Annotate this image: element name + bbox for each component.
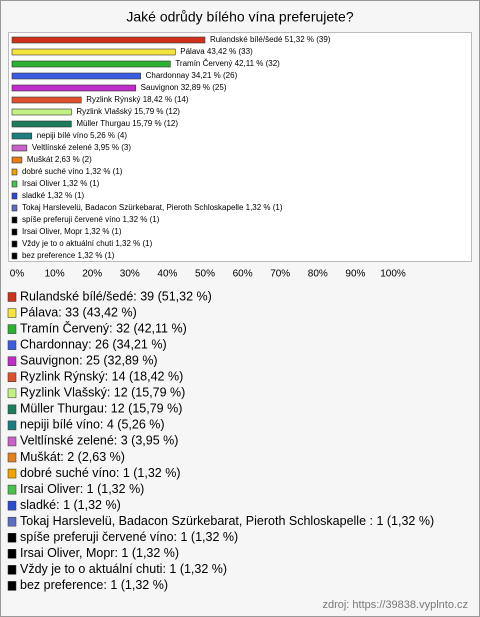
- legend-swatch: [7, 292, 17, 302]
- legend-swatch: [7, 324, 17, 334]
- x-tick-label: 0%: [10, 269, 25, 280]
- x-tick-label: 60%: [233, 269, 253, 280]
- legend-label: Tokaj Harslevelü, Badacon Szürkebarat, P…: [20, 514, 434, 528]
- legend-label: Tramín Červený: 32 (42,11 %): [20, 320, 187, 335]
- bar-label: Vždy je to o aktuální chuti 1,32 % (1): [22, 239, 153, 248]
- bar: [11, 156, 23, 164]
- legend-swatch: [7, 581, 17, 591]
- legend-label: Vždy je to o aktuální chuti: 1 (1,32 %): [20, 562, 227, 576]
- legend-label: Irsai Oliver, Mopr: 1 (1,32 %): [20, 546, 179, 560]
- legend-swatch: [7, 388, 17, 399]
- bar-label: Sauvignon 32,89 % (25): [141, 83, 227, 92]
- legend-swatch: [7, 372, 17, 382]
- bar: [11, 60, 171, 68]
- legend-label: Rulandské bílé/šedé: 39 (51,32 %): [20, 289, 212, 303]
- legend-swatch: [7, 484, 17, 495]
- legend-label: bez preference: 1 (1,32 %): [20, 578, 168, 592]
- bar: [11, 168, 18, 176]
- bar: [11, 108, 72, 116]
- legend-label: sladké: 1 (1,32 %): [20, 498, 121, 512]
- bar-label: Chardonnay 34,21 % (26): [146, 71, 238, 80]
- bar: [11, 240, 18, 248]
- bar: [11, 36, 206, 44]
- legend-swatch: [7, 340, 17, 350]
- legend-label: Ryzlink Rýnský: 14 (18,42 %): [20, 370, 183, 384]
- legend-swatch: [7, 420, 17, 431]
- x-tick-label: 80%: [308, 269, 328, 280]
- bar: [11, 120, 72, 128]
- bar-label: Ryzlink Vlašský 15,79 % (12): [76, 107, 180, 116]
- legend-swatch: [7, 356, 17, 366]
- bar-label: Tokaj Harslevelü, Badacon Szürkebarat, P…: [22, 203, 283, 212]
- legend-label: Sauvignon: 25 (32,89 %): [20, 353, 158, 367]
- chart-title: Jaké odrůdy bílého vína preferujete?: [126, 9, 353, 25]
- legend-swatch: [7, 500, 17, 511]
- bar-label: spíše preferuji červené víno 1,32 % (1): [22, 215, 160, 224]
- legend-swatch: [7, 436, 17, 447]
- bar: [11, 84, 136, 92]
- bar: [11, 72, 141, 80]
- x-tick-label: 40%: [157, 269, 177, 280]
- legend-label: nepiji bílé víno: 4 (5,26 %): [20, 418, 165, 432]
- bar: [11, 144, 28, 152]
- legend-swatch: [7, 565, 17, 575]
- legend-label: Müller Thurgau: 12 (15,79 %): [20, 402, 182, 416]
- legend-swatch: [7, 468, 17, 479]
- bar-label: Tramín Červený 42,11 % (32): [175, 59, 280, 68]
- bar: [11, 132, 33, 140]
- bar-label: sladké 1,32 % (1): [22, 191, 85, 200]
- bar-label: dobré suché víno 1,32 % (1): [22, 167, 123, 176]
- legend-swatch: [7, 308, 17, 318]
- legend-label: Veltlínské zelené: 3 (3,95 %): [20, 434, 178, 448]
- plot-area: [8, 32, 472, 262]
- x-tick-label: 30%: [120, 269, 140, 280]
- bar-label: Veltlínské zelené 3,95 % (3): [32, 143, 132, 152]
- bar: [11, 228, 18, 236]
- x-tick-label: 20%: [82, 269, 102, 280]
- bar-label: Ryzlink Rýnský 18,42 % (14): [86, 95, 189, 104]
- bar: [11, 96, 82, 104]
- legend-swatch: [7, 452, 17, 463]
- bar-label: nepiji bílé víno 5,26 % (4): [37, 131, 128, 140]
- legend-label: dobré suché víno: 1 (1,32 %): [20, 466, 181, 480]
- x-tick-label: 50%: [195, 269, 215, 280]
- legend-label: Pálava: 33 (43,42 %): [20, 305, 137, 319]
- x-tick-label: 10%: [45, 269, 65, 280]
- bar: [11, 216, 18, 224]
- legend-swatch: [7, 404, 17, 415]
- bar: [11, 204, 18, 212]
- legend-label: Chardonnay: 26 (34,21 %): [20, 337, 167, 351]
- x-tick-label: 70%: [270, 269, 290, 280]
- legend-label: Ryzlink Vlašský: 12 (15,79 %): [20, 386, 185, 400]
- bar-label: Rulandské bílé/šedé 51,32 % (39): [210, 35, 331, 44]
- bar-label: Muškát 2,63 % (2): [27, 155, 92, 164]
- bar-label: Irsai Oliver, Mopr 1,32 % (1): [22, 227, 122, 236]
- legend-swatch: [7, 516, 17, 527]
- bar-label: bez preference 1,32 % (1): [22, 251, 115, 260]
- bar: [11, 48, 176, 56]
- legend-label: Irsai Oliver: 1 (1,32 %): [20, 482, 144, 496]
- x-tick-label: 90%: [345, 269, 365, 280]
- legend-label: spíše preferuji červené víno: 1 (1,32 %): [20, 530, 238, 544]
- bar-label: Pálava 43,42 % (33): [180, 47, 253, 56]
- legend-label: Muškát: 2 (2,63 %): [20, 450, 125, 464]
- bar-label: Irsai Oliver 1,32 % (1): [22, 179, 100, 188]
- bar: [11, 252, 18, 260]
- bar: [11, 180, 18, 188]
- legend-swatch: [7, 533, 17, 543]
- bar: [11, 192, 18, 200]
- legend-swatch: [7, 549, 17, 559]
- source: zdroj: https://39838.vyplnto.cz: [322, 599, 468, 611]
- x-tick-label: 100%: [380, 269, 406, 280]
- bar-label: Müller Thurgau 15,79 % (12): [76, 119, 178, 128]
